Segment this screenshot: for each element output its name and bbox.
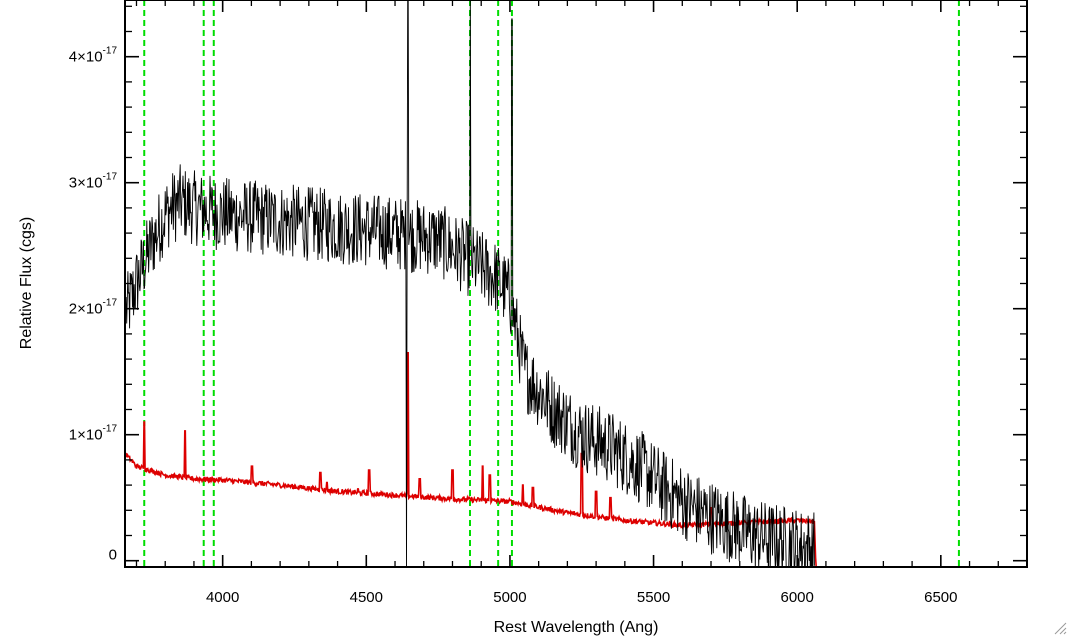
y-tick-label: 4×10-17 xyxy=(69,46,118,66)
y-tick-labels: 0 1×10-17 2×10-17 3×10-17 4×10-17 xyxy=(69,46,118,564)
y-axis-title: Relative Flux (cgs) xyxy=(18,217,35,349)
observed-spectrum-line xyxy=(125,0,815,567)
x-axis-title: Rest Wavelength (Ang) xyxy=(494,619,659,636)
y-tick-label: 1×10-17 xyxy=(69,424,118,444)
x-tick-label: 5000 xyxy=(493,589,526,606)
x-tick-label: 4000 xyxy=(206,589,239,606)
x-tick-label: 6000 xyxy=(781,589,814,606)
x-tick-labels: 4000 4500 5000 5500 6000 6500 xyxy=(206,589,958,606)
observed-spectrum-series xyxy=(125,0,815,567)
resize-grip-icon[interactable] xyxy=(1051,619,1067,635)
y-tick-label: 0 xyxy=(109,547,117,564)
y-tick-label: 2×10-17 xyxy=(69,298,118,318)
x-tick-label: 6500 xyxy=(924,589,957,606)
y-tick-label: 3×10-17 xyxy=(69,172,118,192)
axis-ticks xyxy=(125,0,1028,567)
x-tick-label: 5500 xyxy=(637,589,670,606)
model-spectrum-line xyxy=(125,352,1027,567)
x-tick-label: 4500 xyxy=(350,589,383,606)
model-spectrum-series xyxy=(125,352,1027,567)
